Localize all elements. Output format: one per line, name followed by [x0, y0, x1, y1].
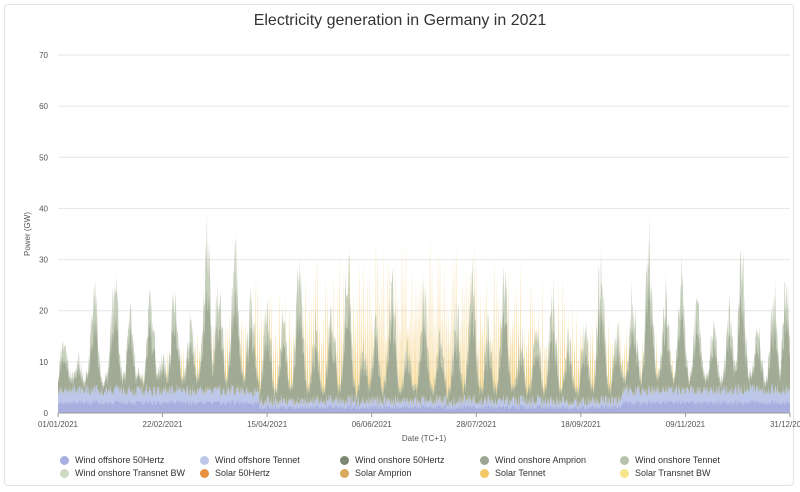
legend-label: Solar Tennet [495, 468, 546, 478]
x-axis-title: Date (TC+1) [402, 434, 447, 443]
legend-item[interactable]: Solar Tennet [480, 468, 620, 478]
legend-swatch-icon [340, 468, 349, 478]
legend-item[interactable]: Wind onshore 50Hertz [340, 455, 480, 465]
x-tick-label: 01/01/2021 [38, 420, 79, 429]
legend-label: Wind onshore Transnet BW [75, 468, 186, 478]
y-tick-label: 30 [39, 256, 48, 265]
y-tick-label: 40 [39, 204, 48, 213]
x-tick-label: 15/04/2021 [247, 420, 288, 429]
legend-item[interactable]: Solar Amprion [340, 468, 480, 478]
x-tick-label: 06/06/2021 [352, 420, 393, 429]
legend-item[interactable]: Wind onshore Amprion [480, 455, 620, 465]
axes: 0 10 20 30 40 50 60 70 01/01/2021 22/02/2021 15/04… [23, 51, 800, 443]
legend-item[interactable]: Wind offshore 50Hertz [60, 455, 200, 465]
legend-item[interactable]: Wind offshore Tennet [200, 455, 340, 465]
series-wind-onshore-dark [58, 279, 790, 407]
y-tick-label: 20 [39, 307, 48, 316]
x-tick-label: 09/11/2021 [666, 420, 706, 429]
x-tick-label: 28/07/2021 [456, 420, 497, 429]
y-tick-label: 60 [39, 102, 48, 111]
legend-item[interactable]: Solar Transnet BW [620, 468, 760, 478]
legend-swatch-icon [620, 455, 629, 465]
chart-title: Electricity generation in Germany in 202… [253, 12, 547, 29]
x-tick-label: 18/09/2021 [561, 420, 602, 429]
legend-label: Wind offshore Tennet [215, 455, 300, 465]
y-tick-label: 70 [39, 51, 48, 60]
y-tick-label: 10 [39, 358, 48, 367]
y-tick-label: 50 [39, 153, 48, 162]
series-wind-offshore-50hertz [58, 399, 790, 413]
legend-label: Solar Amprion [355, 468, 412, 478]
legend-swatch-icon [60, 468, 69, 478]
legend: Wind offshore 50Hertz Wind offshore Tenne… [60, 455, 760, 478]
legend-item[interactable]: Wind onshore Transnet BW [60, 468, 200, 478]
legend-swatch-icon [60, 455, 69, 465]
legend-swatch-icon [480, 468, 489, 478]
legend-swatch-icon [200, 455, 209, 465]
legend-label: Wind onshore 50Hertz [355, 455, 445, 465]
legend-swatch-icon [620, 468, 629, 478]
legend-swatch-icon [480, 455, 489, 465]
legend-swatch-icon [340, 455, 349, 465]
legend-label: Solar Transnet BW [635, 468, 711, 478]
y-tick-label: 0 [44, 409, 49, 418]
x-tick-label: 31/12/2021 [770, 420, 800, 429]
legend-label: Solar 50Hertz [215, 468, 271, 478]
x-tick-label: 22/02/2021 [143, 420, 184, 429]
legend-label: Wind onshore Amprion [495, 455, 587, 465]
legend-swatch-icon [200, 468, 209, 478]
legend-item[interactable]: Wind onshore Tennet [620, 455, 760, 465]
legend-label: Wind offshore 50Hertz [75, 455, 165, 465]
legend-item[interactable]: Solar 50Hertz [200, 468, 340, 478]
legend-label: Wind onshore Tennet [635, 455, 720, 465]
series-wind-onshore-light [58, 213, 790, 407]
series-areas [58, 213, 790, 413]
y-axis-title: Power (GW) [23, 212, 32, 256]
